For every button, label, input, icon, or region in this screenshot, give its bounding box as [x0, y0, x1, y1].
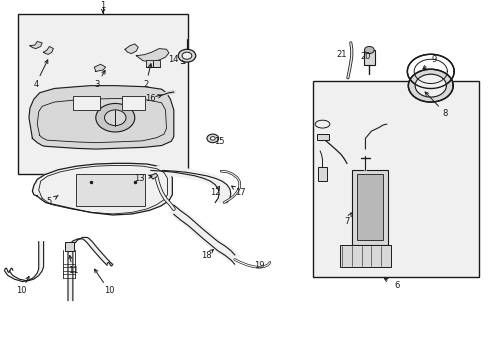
Polygon shape: [212, 178, 225, 188]
Text: 3: 3: [94, 80, 100, 89]
Circle shape: [364, 46, 373, 54]
Bar: [18, 14, 188, 174]
Bar: [356, 174, 383, 240]
Text: 14: 14: [168, 55, 179, 64]
Polygon shape: [168, 167, 181, 176]
Circle shape: [178, 49, 195, 62]
Bar: [146, 60, 159, 67]
Polygon shape: [125, 44, 138, 54]
Polygon shape: [32, 163, 172, 215]
Text: 17: 17: [235, 188, 245, 197]
Polygon shape: [189, 170, 202, 180]
Circle shape: [182, 52, 191, 59]
Polygon shape: [136, 49, 168, 62]
Bar: [65, 242, 74, 251]
Text: 16: 16: [145, 94, 156, 103]
Polygon shape: [218, 193, 230, 199]
Polygon shape: [43, 46, 53, 54]
Polygon shape: [175, 212, 192, 224]
Text: 8: 8: [442, 109, 447, 118]
Text: 4: 4: [33, 80, 39, 89]
Bar: [317, 167, 327, 181]
Text: 6: 6: [393, 281, 399, 290]
Polygon shape: [149, 173, 158, 179]
Bar: [363, 50, 374, 65]
Polygon shape: [156, 166, 169, 175]
Text: 5: 5: [47, 197, 52, 206]
Text: 21: 21: [336, 50, 346, 59]
Bar: [122, 96, 145, 110]
Polygon shape: [4, 242, 43, 282]
Text: 19: 19: [253, 261, 264, 270]
Polygon shape: [206, 175, 219, 185]
Text: 9: 9: [430, 55, 435, 64]
Circle shape: [210, 136, 215, 140]
Bar: [316, 134, 328, 140]
Polygon shape: [198, 231, 215, 243]
Text: 7: 7: [344, 217, 349, 226]
Polygon shape: [198, 172, 211, 182]
Text: 1: 1: [100, 1, 105, 10]
Polygon shape: [414, 74, 446, 97]
Polygon shape: [407, 69, 452, 102]
Polygon shape: [94, 64, 105, 71]
Text: 15: 15: [213, 137, 224, 146]
Polygon shape: [215, 196, 229, 204]
Ellipse shape: [315, 120, 329, 128]
Polygon shape: [179, 168, 192, 178]
Bar: [312, 81, 478, 277]
Polygon shape: [183, 218, 200, 230]
Circle shape: [104, 110, 126, 126]
Polygon shape: [68, 238, 112, 301]
Text: 2: 2: [143, 80, 148, 89]
Polygon shape: [215, 183, 229, 191]
Text: 11: 11: [67, 266, 78, 275]
Circle shape: [206, 134, 218, 143]
Bar: [76, 174, 144, 206]
Polygon shape: [169, 207, 184, 218]
Text: 18: 18: [201, 251, 211, 260]
Bar: [351, 170, 387, 245]
Polygon shape: [218, 188, 230, 194]
Polygon shape: [190, 225, 207, 237]
Text: 20: 20: [360, 52, 370, 61]
Polygon shape: [225, 253, 240, 262]
Bar: [339, 245, 390, 267]
Text: 10: 10: [16, 287, 26, 296]
Circle shape: [96, 103, 135, 132]
Polygon shape: [30, 41, 42, 49]
Polygon shape: [29, 86, 173, 149]
Polygon shape: [205, 237, 222, 249]
Polygon shape: [220, 247, 235, 258]
Polygon shape: [213, 243, 229, 254]
Text: 12: 12: [209, 188, 220, 197]
Text: 13: 13: [134, 174, 144, 183]
Text: 10: 10: [103, 286, 114, 295]
Bar: [73, 96, 100, 110]
